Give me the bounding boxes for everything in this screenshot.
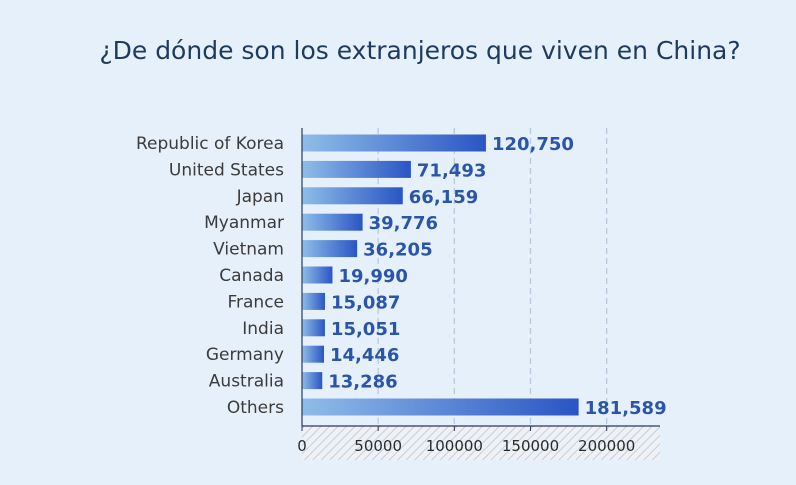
x-tick-label: 150000 <box>502 437 559 455</box>
x-tick-label: 200000 <box>578 437 635 455</box>
value-label: 71,493 <box>417 160 486 181</box>
category-label: Australia <box>209 372 284 392</box>
category-label: Germany <box>206 345 284 365</box>
bar-japan <box>302 187 403 205</box>
x-tick-label: 50000 <box>354 437 402 455</box>
bar-australia <box>302 372 323 390</box>
value-label: 181,589 <box>585 398 667 419</box>
value-label: 13,286 <box>328 372 397 393</box>
bar-united-states <box>302 160 411 178</box>
x-tick-label: 0 <box>297 437 307 455</box>
value-label: 14,446 <box>330 345 399 366</box>
bar-myanmar <box>302 213 363 231</box>
value-label: 15,087 <box>331 292 400 313</box>
value-label: 15,051 <box>331 319 400 340</box>
bar-canada <box>302 266 333 284</box>
bar-india <box>302 319 325 337</box>
value-label: 19,990 <box>338 266 407 287</box>
bar-germany <box>302 345 325 363</box>
bar-others <box>302 398 579 416</box>
bar-vietnam <box>302 240 358 258</box>
bar-france <box>302 292 325 310</box>
category-label: Canada <box>219 266 284 286</box>
chart-title: ¿De dónde son los extranjeros que viven … <box>99 36 741 65</box>
category-label: Vietnam <box>213 240 284 260</box>
x-tick-label: 100000 <box>426 437 483 455</box>
value-label: 66,159 <box>409 187 478 208</box>
category-label: Japan <box>236 187 284 207</box>
category-label: Republic of Korea <box>136 134 284 154</box>
value-label: 120,750 <box>492 134 574 155</box>
category-label: India <box>242 319 284 339</box>
category-label: Others <box>227 398 284 418</box>
bar-republic-of-korea <box>302 134 486 152</box>
category-label: France <box>227 292 284 312</box>
category-label: Myanmar <box>204 213 284 233</box>
category-label: United States <box>169 160 284 180</box>
value-label: 36,205 <box>363 240 432 261</box>
value-label: 39,776 <box>369 213 438 234</box>
x-axis-band <box>302 426 660 460</box>
